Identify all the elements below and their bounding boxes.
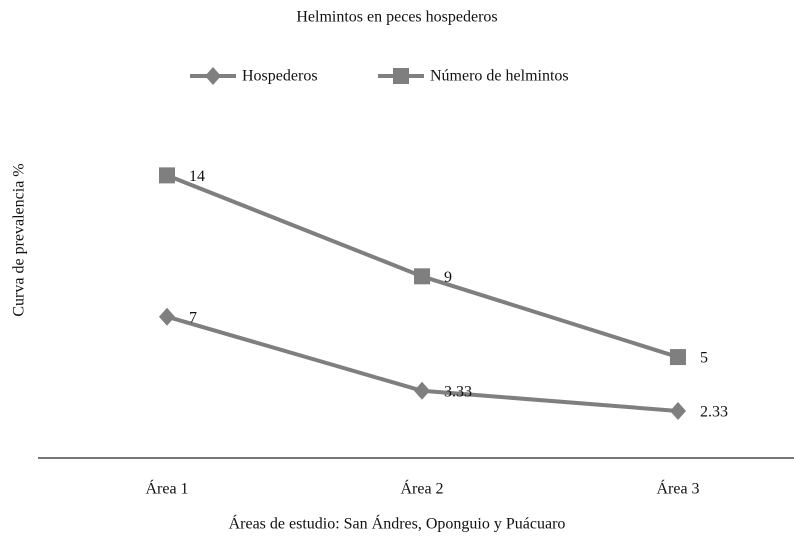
chart-title: Helmintos en peces hospederos — [296, 9, 497, 26]
legend-label: Número de helmintos — [430, 68, 569, 85]
x-tick-label: Área 3 — [656, 479, 699, 498]
data-label: 14 — [189, 168, 205, 185]
marker-square — [670, 349, 686, 366]
marker-diamond — [159, 307, 175, 326]
x-axis-title: Áreas de estudio: San Ándres, Oponguio y… — [229, 514, 566, 533]
marker-square — [159, 167, 175, 184]
marker-diamond — [414, 381, 430, 400]
x-tick-label: Área 1 — [145, 479, 188, 498]
marker-square — [393, 68, 409, 84]
data-label: 2.33 — [700, 404, 728, 421]
line-series — [166, 173, 679, 359]
marker-diamond — [670, 401, 686, 420]
data-label: 7 — [189, 309, 197, 326]
legend-label: Hospederos — [242, 68, 318, 85]
data-label: 9 — [444, 269, 452, 286]
data-label: 3.33 — [444, 383, 472, 400]
marker-square — [414, 268, 430, 285]
data-label: 5 — [700, 350, 708, 367]
marker-diamond — [205, 67, 221, 85]
x-tick-label: Área 2 — [400, 479, 443, 498]
y-axis-title: Curva de prevalencia % — [11, 163, 28, 316]
